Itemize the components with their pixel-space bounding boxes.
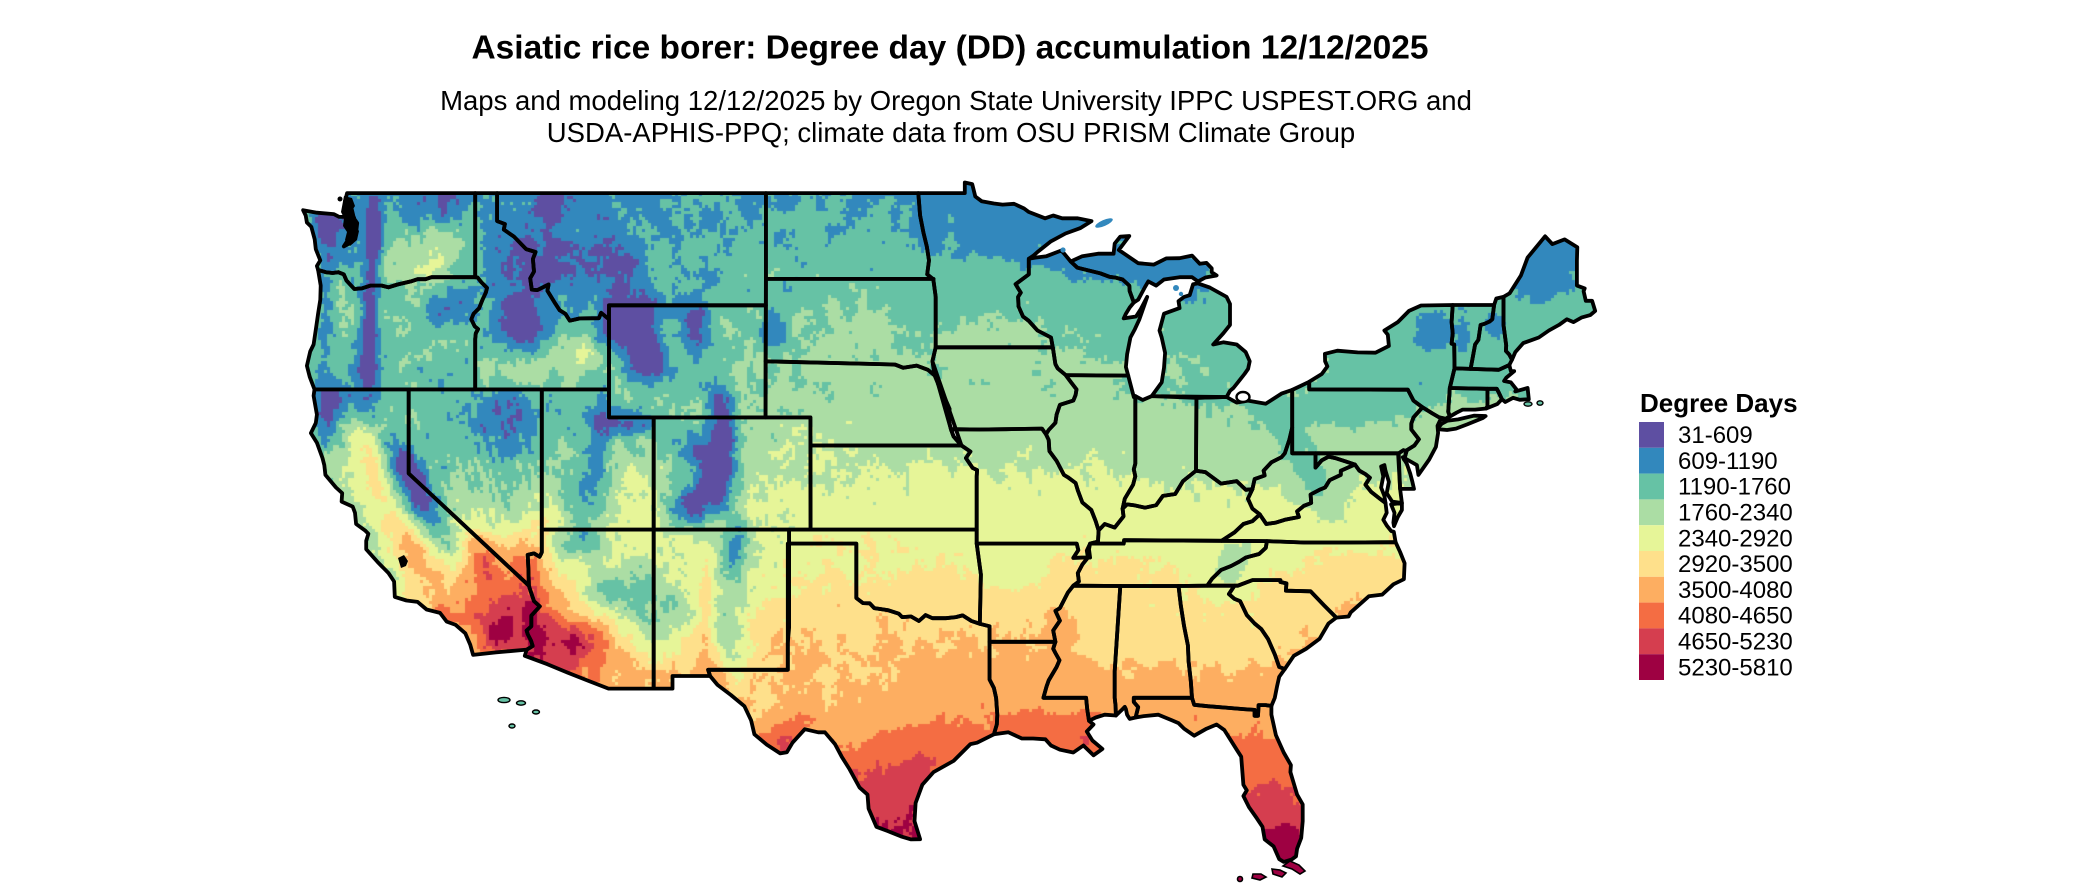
svg-text:31-609: 31-609 bbox=[1678, 422, 1753, 449]
svg-text:3500-4080: 3500-4080 bbox=[1678, 577, 1793, 604]
svg-text:Maps and modeling 12/12/2025 b: Maps and modeling 12/12/2025 by Oregon S… bbox=[440, 85, 1472, 116]
svg-text:2340-2920: 2340-2920 bbox=[1678, 525, 1793, 552]
svg-text:1760-2340: 1760-2340 bbox=[1678, 500, 1793, 527]
svg-text:1190-1760: 1190-1760 bbox=[1678, 474, 1791, 501]
svg-text:609-1190: 609-1190 bbox=[1678, 448, 1778, 475]
svg-text:4650-5230: 4650-5230 bbox=[1678, 629, 1793, 656]
svg-text:Degree Days: Degree Days bbox=[1640, 388, 1798, 418]
svg-text:4080-4650: 4080-4650 bbox=[1678, 603, 1793, 630]
svg-text:2920-3500: 2920-3500 bbox=[1678, 551, 1793, 578]
svg-text:USDA-APHIS-PPQ; climate data f: USDA-APHIS-PPQ; climate data from OSU PR… bbox=[547, 117, 1355, 148]
svg-text:Asiatic rice borer: Degree day: Asiatic rice borer: Degree day (DD) accu… bbox=[471, 30, 1428, 67]
svg-text:5230-5810: 5230-5810 bbox=[1678, 654, 1793, 681]
